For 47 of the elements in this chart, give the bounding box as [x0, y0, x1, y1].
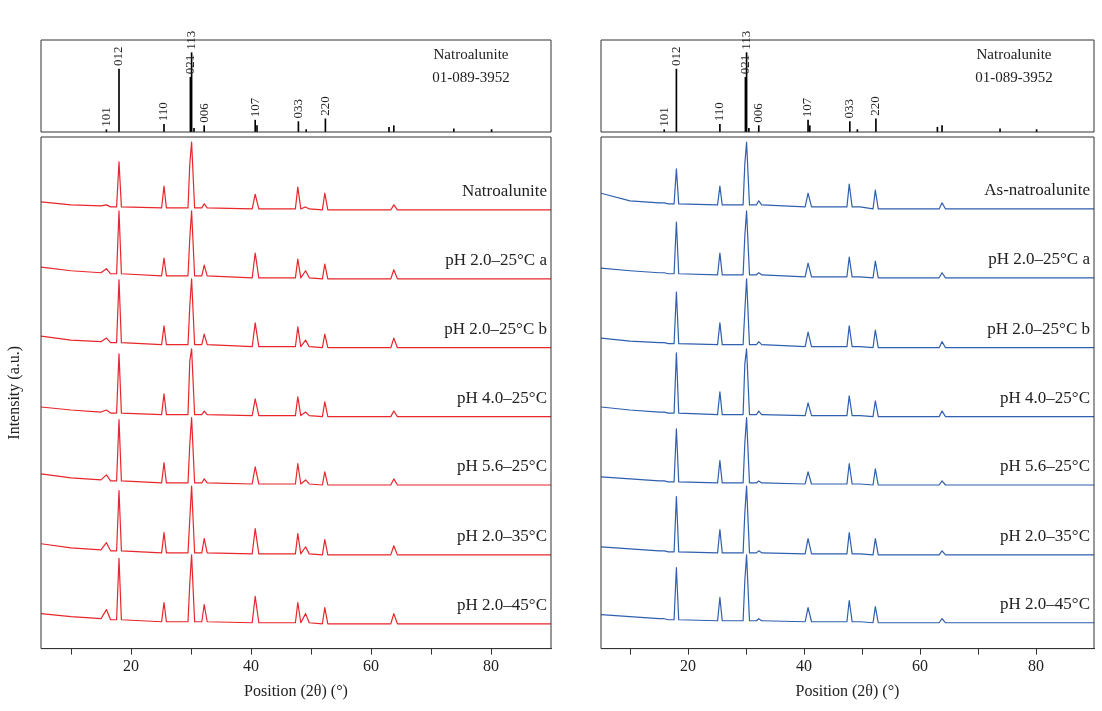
- x-tick-label: 40: [796, 657, 812, 675]
- annotation: 113: [183, 30, 199, 50]
- series-label: pH 4.0–25°C: [1000, 387, 1090, 407]
- x-axis-title: Position (2θ) (°): [244, 681, 348, 700]
- annotation: 220: [867, 96, 883, 116]
- annotation: 033: [841, 99, 857, 119]
- annotation: Natroalunite: [976, 46, 1052, 63]
- x-axis-title: Position (2θ) (°): [795, 681, 900, 700]
- series-label: pH 2.0–45°C: [1000, 593, 1090, 613]
- series-label: pH 5.6–25°C: [457, 455, 547, 475]
- y-axis-title: Intensity (a.u.): [5, 345, 24, 440]
- series-label: pH 5.6–25°C: [1000, 455, 1090, 475]
- annotation: 101: [97, 107, 113, 127]
- series-label: pH 4.0–25°C: [457, 387, 547, 407]
- annotation: 01-089-3952: [432, 69, 510, 86]
- annotation: 107: [799, 97, 815, 118]
- annotation: 033: [289, 99, 305, 119]
- x-tick-label: 20: [123, 657, 139, 675]
- annotation: 012: [110, 46, 126, 67]
- series-label: pH 2.0–25°C b: [987, 318, 1090, 338]
- annotation: 021: [736, 54, 752, 75]
- x-tick-label: 20: [680, 657, 696, 675]
- x-tick-label: 80: [1028, 657, 1044, 675]
- series-label: pH 2.0–25°C a: [988, 248, 1091, 268]
- series-label: As-natroalunite: [984, 179, 1090, 199]
- annotation: 113: [738, 30, 753, 50]
- series-label: pH 2.0–25°C b: [444, 318, 547, 338]
- x-tick-label: 60: [363, 657, 379, 675]
- annotation: 006: [750, 102, 766, 123]
- x-tick-label: 40: [243, 657, 259, 675]
- annotation: 107: [246, 97, 262, 118]
- annotation: 012: [667, 46, 683, 67]
- annotation: 220: [316, 96, 332, 116]
- x-tick-label: 60: [912, 657, 928, 675]
- series-label: pH 2.0–25°C a: [445, 249, 548, 269]
- annotation: Natroalunite: [433, 46, 509, 63]
- series-label: pH 2.0–35°C: [1000, 525, 1090, 545]
- annotation: 021: [181, 54, 197, 75]
- annotation: 110: [711, 102, 727, 122]
- annotation: 110: [155, 102, 171, 122]
- annotation: 006: [195, 102, 211, 123]
- series-label: Natroalunite: [462, 180, 547, 200]
- series-label: pH 2.0–35°C: [457, 525, 547, 545]
- annotation: 101: [655, 107, 671, 127]
- series-label: pH 2.0–45°C: [457, 594, 547, 614]
- annotation: 01-089-3952: [975, 69, 1053, 86]
- x-tick-label: 80: [483, 657, 499, 675]
